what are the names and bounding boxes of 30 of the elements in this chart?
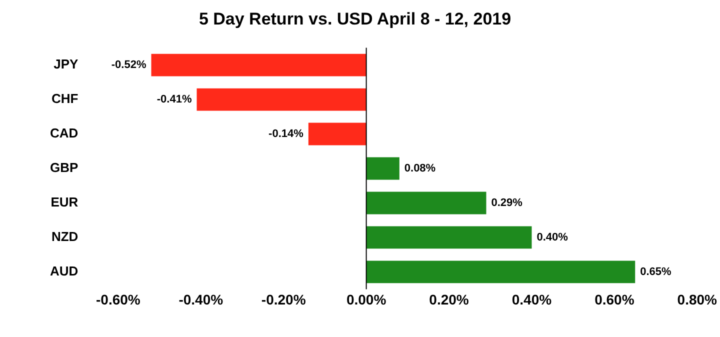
y-tick-label: NZD (51, 229, 78, 244)
bar (366, 157, 400, 180)
bar (196, 88, 366, 111)
bar (366, 192, 486, 214)
y-tick-label: AUD (50, 264, 78, 279)
x-tick-label: 0.00% (346, 291, 387, 308)
data-label: 0.65% (640, 266, 672, 278)
x-tick-label: -0.40% (178, 291, 224, 308)
data-label: -0.41% (156, 94, 192, 106)
bar (366, 226, 532, 249)
data-label: -0.52% (111, 59, 146, 72)
x-tick-label: -0.60% (96, 291, 141, 308)
y-tick-label: EUR (50, 194, 79, 210)
chart-title: 5 Day Return vs. USD April 8 - 12, 2019 (198, 9, 512, 28)
x-tick-label: 0.20% (429, 291, 470, 308)
bar (366, 260, 636, 284)
y-tick-label: GBP (50, 160, 78, 176)
y-tick-label: CAD (50, 126, 78, 141)
data-label: 0.29% (491, 197, 523, 210)
bar (308, 122, 366, 146)
x-tick-label: 0.40% (512, 291, 552, 308)
data-label: 0.40% (536, 232, 568, 244)
x-tick-label: 0.60% (594, 291, 635, 308)
bar (151, 54, 366, 76)
data-label: -0.14% (268, 128, 304, 140)
y-tick-label: JPY (54, 56, 78, 72)
x-tick-label: 0.80% (677, 291, 718, 308)
x-tick-label: -0.20% (261, 291, 306, 308)
y-tick-label: CHF (51, 91, 78, 106)
data-label: 0.08% (404, 162, 436, 175)
